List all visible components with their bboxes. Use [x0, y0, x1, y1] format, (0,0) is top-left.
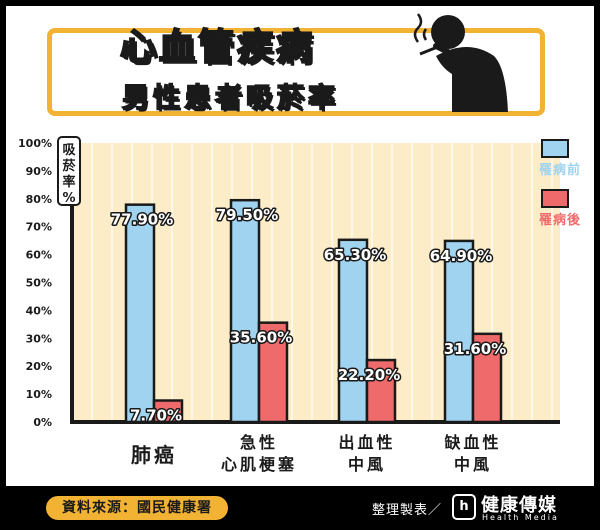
y-tick-label: 0%	[33, 416, 52, 429]
bar-after	[257, 321, 289, 424]
data-label: 65.30%	[324, 246, 386, 264]
y-tick-label: 20%	[26, 360, 52, 373]
y-axis-title-box	[57, 136, 81, 206]
brand-subtitle: Health Media	[482, 513, 559, 522]
data-label: 79.50%	[216, 206, 278, 224]
y-tick-label: 40%	[26, 304, 52, 317]
brand-name: 健康傳媒	[481, 495, 557, 516]
bar-before	[337, 238, 369, 424]
data-label: 22.20%	[338, 366, 400, 384]
y-tick-label: 70%	[26, 221, 52, 234]
category-label: 中風	[454, 455, 492, 474]
category-label: 急性	[240, 433, 278, 452]
y-axis-title: 吸菸率%	[62, 143, 76, 206]
y-tick-label: 10%	[26, 388, 52, 401]
bar-before	[443, 239, 475, 424]
category-label: 缺血性	[444, 433, 501, 452]
y-tick-label: 60%	[26, 249, 52, 262]
chart-subtitle: 男性患者吸菸率	[121, 82, 339, 115]
legend-label: 罹病後	[539, 212, 581, 228]
smoker-icon	[413, 13, 508, 112]
bar-after	[365, 358, 397, 424]
data-label: 64.90%	[430, 247, 492, 265]
legend-swatch	[541, 139, 569, 158]
category-label: 中風	[348, 455, 386, 474]
source-badge: 資料來源：國民健康署	[46, 496, 228, 520]
data-label: 35.60%	[230, 329, 292, 347]
bar-chart: 0% 10% 20% 30% 40% 50% 60% 70% 80% 90% 100% 吸菸率% 77.…	[18, 136, 581, 474]
data-label: 77.90%	[111, 211, 173, 229]
category-label: 出血性	[338, 433, 395, 452]
bar-before	[124, 203, 156, 424]
y-tick-label: 100%	[18, 137, 52, 150]
chart-title: 心血管疾病	[119, 26, 316, 69]
category-label: 心肌梗塞	[221, 455, 297, 474]
category-label: 肺癌	[131, 443, 177, 467]
bar-after	[471, 332, 503, 424]
data-label: 7.70%	[130, 407, 182, 425]
legend-swatch	[541, 189, 569, 208]
bar-before	[229, 198, 261, 424]
bar-after	[152, 399, 184, 424]
y-tick-label: 30%	[26, 332, 52, 345]
maker-label: 整理製表／	[372, 503, 443, 518]
data-label: 31.60%	[444, 340, 506, 358]
y-tick-label: 90%	[26, 165, 52, 178]
legend-label: 罹病前	[539, 162, 581, 178]
brand-logo-icon: h	[452, 494, 476, 520]
y-tick-label: 80%	[26, 193, 52, 206]
y-tick-label: 50%	[26, 277, 52, 290]
